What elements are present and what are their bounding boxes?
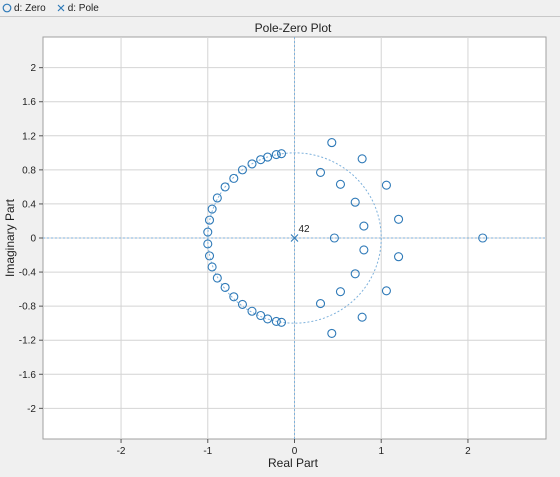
zero-marker[interactable] — [329, 233, 339, 243]
zero-marker[interactable] — [220, 182, 230, 192]
zero-marker[interactable] — [381, 180, 391, 190]
pole-annotation: 42 — [299, 224, 311, 235]
zero-marker[interactable] — [263, 314, 273, 324]
x-tick-label: -2 — [117, 446, 126, 457]
zero-marker[interactable] — [203, 239, 213, 249]
zero-marker[interactable] — [271, 316, 281, 327]
zero-marker[interactable] — [350, 197, 360, 207]
zero-marker[interactable] — [204, 251, 215, 261]
zero-marker[interactable] — [212, 273, 222, 283]
tick-labels: -2 -1 0 1 2 2 1.6 1.2 0.8 0.4 0 -0.4 -0.8 -1.2 -1.6 -2 — [19, 63, 471, 457]
legend-pole-label: d: Pole — [67, 2, 99, 14]
zero-marker[interactable] — [357, 154, 367, 164]
zero-marker[interactable] — [276, 149, 287, 159]
zero-marker[interactable] — [350, 269, 360, 279]
zero-marker[interactable] — [271, 149, 281, 160]
y-tick-label: 2 — [30, 63, 36, 74]
zero-marker[interactable] — [381, 286, 391, 296]
zero-marker[interactable] — [204, 215, 215, 225]
legend-item-pole[interactable]: d: Pole — [56, 3, 99, 14]
x-tick-label: 0 — [292, 446, 298, 457]
y-tick-label: -2 — [27, 404, 36, 415]
zero-marker[interactable] — [207, 204, 217, 214]
zero-marker[interactable] — [276, 317, 287, 327]
y-axis-label: Imaginary Part — [3, 198, 17, 277]
zero-marker[interactable] — [327, 138, 337, 148]
zero-marker[interactable] — [394, 252, 404, 262]
zero-marker[interactable] — [212, 193, 222, 203]
circle-marker-icon — [2, 3, 12, 13]
zero-marker[interactable] — [237, 299, 248, 309]
legend-bar: d: Zero d: Pole — [0, 0, 560, 17]
zero-marker[interactable] — [359, 221, 369, 231]
unit-circle — [207, 152, 382, 324]
zero-marker[interactable] — [315, 299, 326, 309]
zero-marker[interactable] — [203, 227, 213, 237]
zero-marker[interactable] — [335, 287, 346, 297]
x-tick-label: 2 — [465, 446, 471, 457]
zero-marker[interactable] — [359, 245, 369, 255]
y-tick-label: -1.6 — [19, 370, 37, 381]
chart-title: Pole-Zero Plot — [255, 21, 332, 35]
y-tick-label: 0.4 — [22, 199, 36, 210]
x-tick-label: 1 — [378, 446, 384, 457]
zero-marker[interactable] — [315, 167, 326, 177]
legend-item-zero[interactable]: d: Zero — [2, 3, 46, 14]
zero-marker[interactable] — [207, 262, 217, 272]
zero-marker[interactable] — [394, 214, 404, 224]
zero-marker[interactable] — [256, 155, 266, 165]
x-marker-icon — [57, 4, 65, 12]
zero-marker[interactable] — [357, 312, 367, 322]
zero-marker[interactable] — [229, 173, 239, 183]
y-tick-label: -0.8 — [19, 302, 37, 313]
y-tick-label: -1.2 — [19, 336, 37, 347]
pole-marker[interactable] — [290, 234, 299, 242]
zero-marker[interactable] — [247, 159, 257, 169]
y-tick-label: 1.2 — [22, 131, 36, 142]
zero-marker[interactable] — [335, 179, 346, 189]
x-tick-label: -1 — [203, 446, 212, 457]
zero-marker[interactable] — [220, 282, 230, 292]
zero-marker[interactable] — [247, 306, 257, 316]
y-tick-label: 0.8 — [22, 165, 36, 176]
y-tick-label: -0.4 — [19, 268, 37, 279]
x-axis-label: Real Part — [268, 456, 319, 470]
zero-marker[interactable] — [237, 165, 248, 175]
zero-marker[interactable] — [327, 328, 337, 338]
data-marks — [203, 138, 488, 338]
y-tick-label: 0 — [30, 234, 36, 245]
zero-marker[interactable] — [229, 292, 239, 302]
pole-zero-chart: Pole-Zero Plot -2 -1 0 1 2 2 1.6 1.2 0.8 0.4 0 -0.4… — [3, 21, 547, 470]
legend-zero-label: d: Zero — [14, 2, 46, 14]
y-tick-label: 1.6 — [22, 97, 36, 108]
zero-marker[interactable] — [478, 233, 488, 243]
